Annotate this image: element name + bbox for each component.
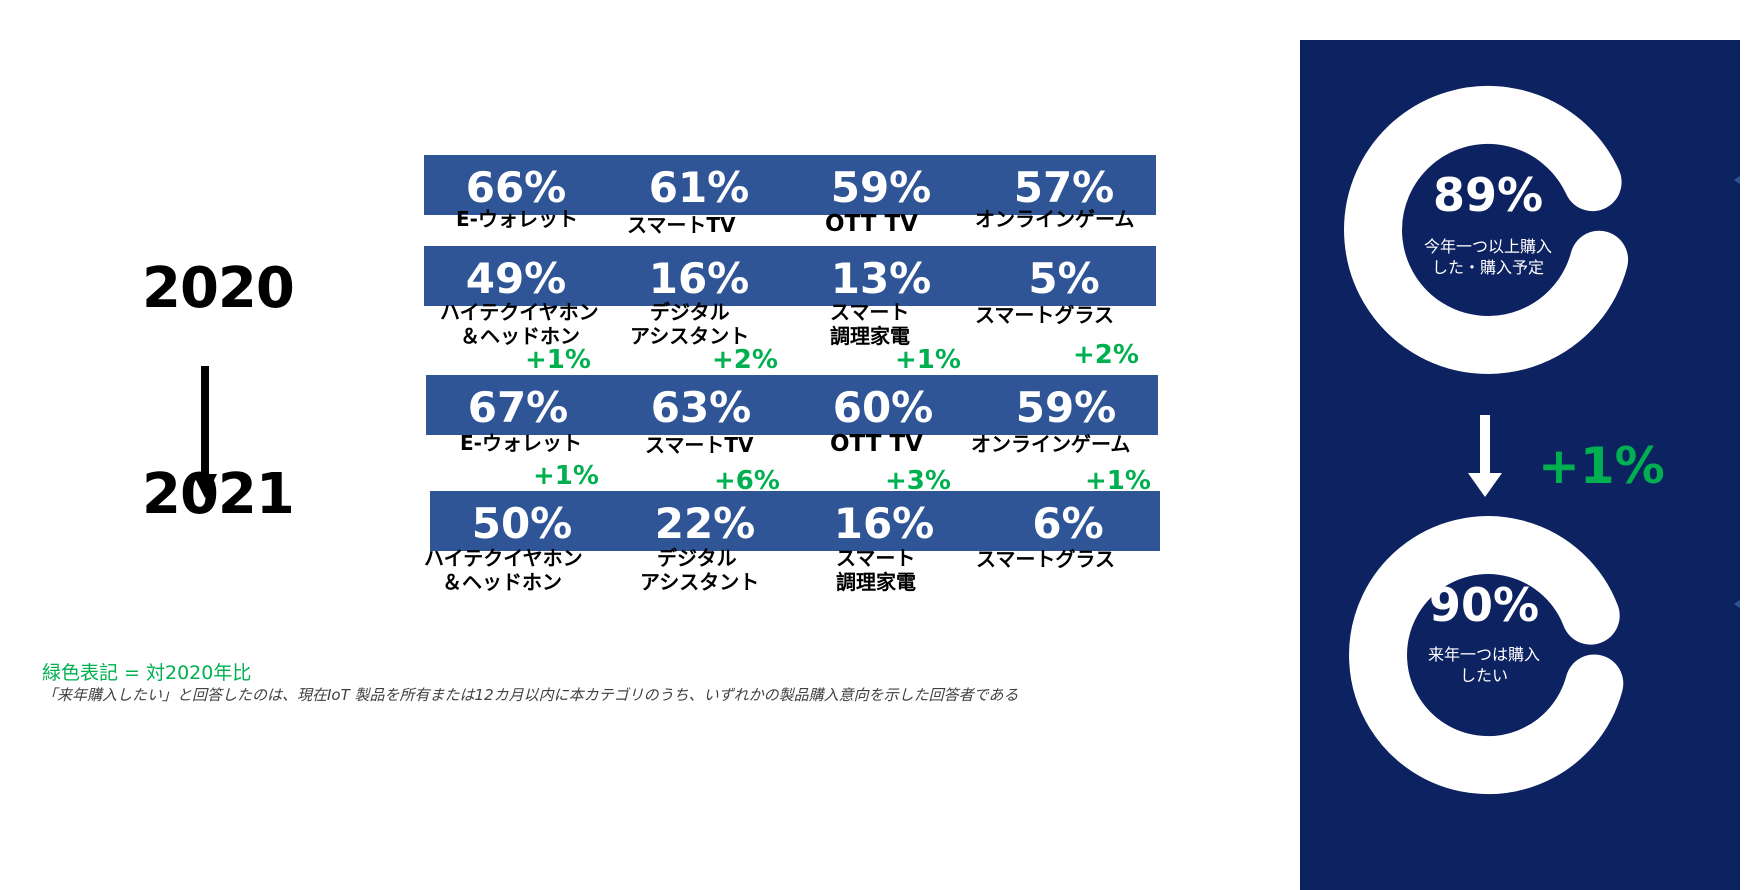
down-arrow-icon [193, 366, 217, 498]
ring-label-next-year-1: 来年一つは購入 [1427, 645, 1540, 664]
label-2020-smart-tv: スマートTV [627, 213, 736, 237]
label-2021-smart-kitchen-1: スマート [836, 546, 916, 570]
tile-2021-smart-glasses: 6% [976, 491, 1160, 551]
tile-2020-smart-tv: 61% [607, 155, 791, 215]
tile-2020-headphones: 49% [424, 246, 608, 306]
label-2021-headphones-2: ＆ヘッドホン [442, 570, 562, 594]
label-2021-ott-tv: OTT TV [830, 431, 923, 457]
ring-label-next-year-2: したい [1459, 666, 1508, 685]
tile-2020-online-game: 57% [972, 155, 1156, 215]
label-2021-headphones-1: ハイテクイヤホン [424, 546, 583, 570]
tile-2020-ott-tv: 59% [789, 155, 973, 215]
delta-online-game: +2% [1073, 340, 1139, 370]
tile-2020-ewallet: 66% [424, 155, 608, 215]
label-2020-headphones-2: ＆ヘッドホン [460, 324, 580, 348]
ring-value-next-year: 90% [1428, 578, 1540, 632]
label-2021-smart-glasses: スマートグラス [976, 547, 1115, 571]
label-2021-smart-tv: スマートTV [645, 433, 754, 457]
ring-label-this-year-1: 今年一つ以上購入 [1423, 237, 1552, 256]
tile-2020-smart-glasses: 5% [972, 246, 1156, 306]
label-2020-online-game: オンラインゲーム [975, 207, 1135, 231]
ring-chart-this-year [1344, 86, 1629, 374]
ring-label-this-year-2: した・購入予定 [1431, 258, 1544, 277]
label-2020-smart-kitchen-1: スマート [830, 300, 910, 324]
label-2021-digital-assistant-2: アシスタント [640, 570, 760, 594]
tile-2020-digital-assistant: 16% [607, 246, 791, 306]
tile-2021-smart-kitchen: 16% [792, 491, 976, 551]
delta-ewallet: +1% [525, 345, 591, 375]
ring-arc-next-year [1349, 516, 1624, 795]
delta-smart-tv: +2% [712, 345, 778, 375]
label-2020-digital-assistant-1: デジタル [650, 300, 730, 324]
legend-note: 緑色表記 = 対2020年比 [42, 662, 252, 684]
year-from: 2020 [142, 256, 295, 321]
label-2021-digital-assistant-1: デジタル [657, 546, 737, 570]
ring-value-this-year: 89% [1432, 168, 1544, 222]
ring-arc-this-year [1344, 86, 1629, 374]
year-to: 2021 [142, 462, 295, 527]
tile-2021-smart-tv: 63% [609, 375, 793, 435]
tile-2021-online-game: 59% [974, 375, 1158, 435]
label-2020-headphones-1: ハイテクイヤホン [440, 300, 599, 324]
edge-marker-icon [1734, 600, 1740, 608]
delta-headphones: +1% [533, 461, 599, 491]
label-2021-online-game: オンラインゲーム [971, 432, 1131, 456]
footnote: 「来年購入したい」と回答したのは、現在IoT 製品を所有または12カ月以内に本カ… [42, 686, 1019, 704]
tile-2020-smart-kitchen: 13% [789, 246, 973, 306]
edge-marker-icon [1734, 176, 1740, 184]
delta-ott-tv: +1% [895, 345, 961, 375]
label-2020-digital-assistant-2: アシスタント [630, 324, 750, 348]
label-2021-ewallet: E-ウォレット [460, 431, 582, 455]
label-2020-ewallet: E-ウォレット [456, 207, 578, 231]
label-2020-smart-kitchen-2: 調理家電 [830, 324, 910, 348]
label-2020-ott-tv: OTT TV [825, 211, 918, 237]
panel-delta: +1% [1538, 437, 1665, 495]
summary-panel: 89% 今年一つ以上購入 した・購入予定 +1% 90% 来年一つは購入 したい [1300, 40, 1740, 890]
tile-2021-headphones: 50% [430, 491, 614, 551]
tile-2021-ewallet: 67% [426, 375, 610, 435]
label-2021-smart-kitchen-2: 調理家電 [836, 570, 916, 594]
tile-2021-ott-tv: 60% [791, 375, 975, 435]
tile-2021-digital-assistant: 22% [613, 491, 797, 551]
label-2020-smart-glasses: スマートグラス [975, 303, 1114, 327]
ring-chart-next-year [1349, 516, 1624, 795]
down-arrow-icon [1468, 415, 1502, 497]
